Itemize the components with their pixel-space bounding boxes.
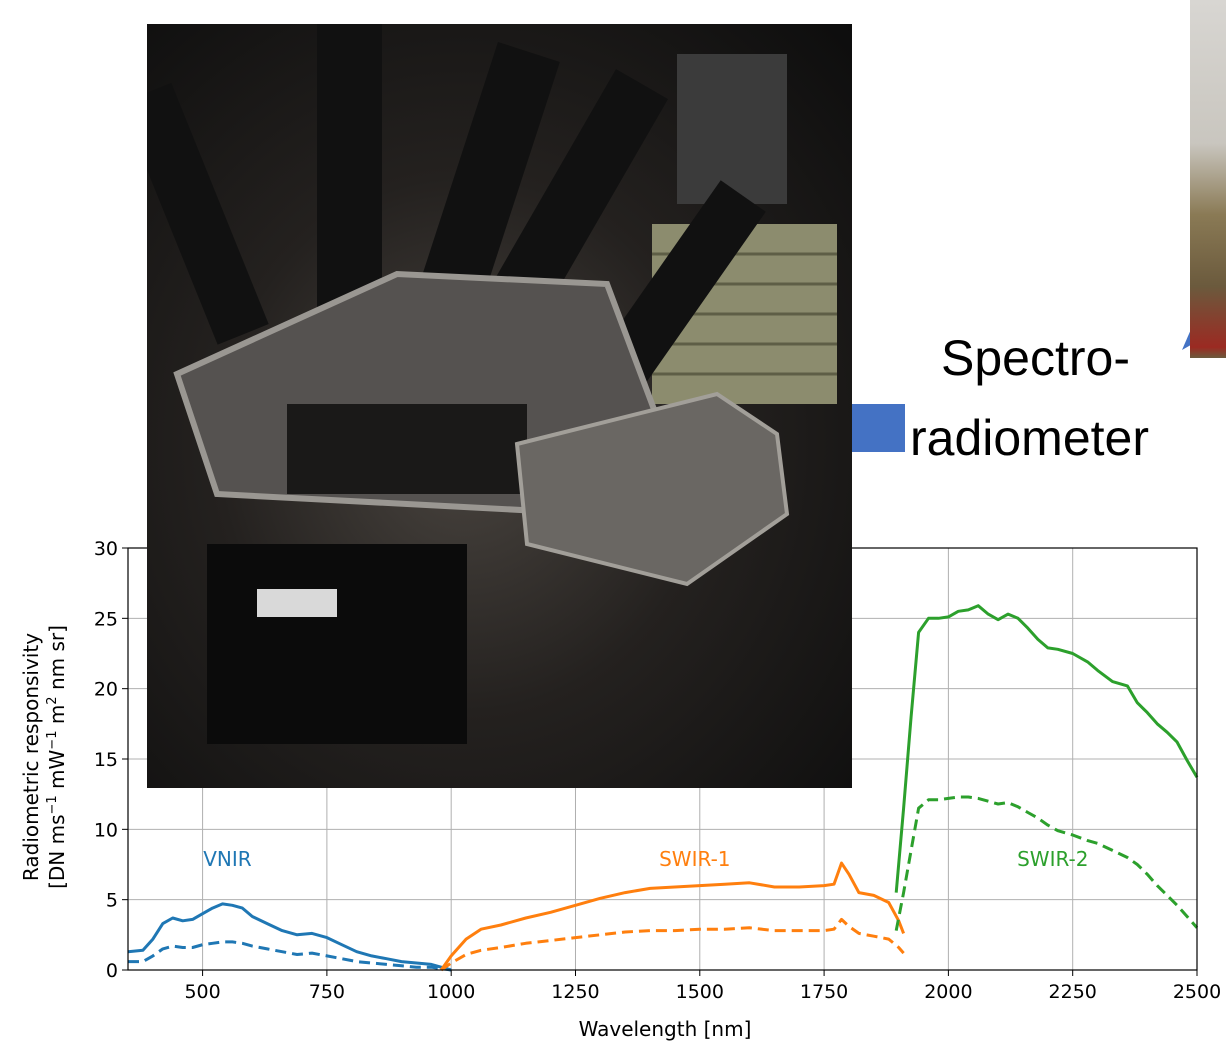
unit-part-a: [DN ms	[45, 814, 69, 888]
x-tick-label: 500	[184, 981, 220, 1003]
base-plate	[207, 544, 467, 744]
x-tick-label: 2500	[1173, 981, 1221, 1003]
y-tick-label: 10	[94, 819, 118, 841]
series-swir-1-solid	[439, 861, 905, 971]
unit-sup-a: −1	[45, 795, 60, 814]
x-tick-label: 2250	[1049, 981, 1097, 1003]
field-photo-partial	[1190, 0, 1226, 358]
series-swir-2-dashed	[894, 795, 1199, 931]
series-swir-2-solid	[894, 604, 1199, 893]
axis-ticks: 500 750 1000 1250 1500 1750 2000 2250 2500 0 5 10 15…	[94, 538, 1221, 1003]
y-tick-label: 15	[94, 749, 118, 771]
y-tick-label: 5	[106, 890, 118, 912]
series-vnir-dashed	[128, 940, 452, 972]
x-tick-label: 2000	[924, 981, 972, 1003]
x-tick-label: 750	[309, 981, 345, 1003]
unit-part-c: m	[45, 705, 69, 731]
shelf-box	[677, 54, 787, 204]
x-tick-label: 1750	[800, 981, 848, 1003]
x-axis-label: Wavelength [nm]	[579, 1017, 752, 1041]
unit-sup-c: 2	[45, 696, 60, 704]
y-tick-label: 20	[94, 679, 118, 701]
band-annotations: VNIR SWIR-1 SWIR-2	[203, 847, 1088, 871]
callout-label-line1: Spectro-	[941, 330, 1130, 386]
unit-part-b: mW	[45, 749, 69, 795]
y-axis-label-units: [DN ms−1 mW−1 m2 nm sr]	[45, 625, 69, 889]
label-sticker	[257, 589, 337, 617]
unit-sup-b: −1	[45, 731, 60, 750]
frame-inner	[287, 404, 527, 494]
band-label-vnir: VNIR	[203, 847, 252, 871]
callout-label-line2: radiometer	[910, 410, 1149, 466]
series-swir-1-dashed	[440, 917, 905, 972]
y-tick-label: 0	[106, 960, 118, 982]
band-label-swir-2: SWIR-2	[1017, 847, 1088, 871]
band-label-swir-1: SWIR-1	[659, 847, 730, 871]
series-vnir-solid	[127, 902, 452, 972]
x-tick-label: 1500	[676, 981, 724, 1003]
photo-content	[147, 24, 837, 744]
x-tick-label: 1000	[427, 981, 475, 1003]
spectroradiometer-box	[514, 391, 790, 587]
y-tick-label: 30	[94, 538, 118, 560]
goniometer-setup-photo	[147, 24, 852, 788]
y-tick-label: 25	[94, 608, 118, 630]
data-series	[127, 604, 1199, 972]
unit-part-d: nm sr]	[45, 625, 69, 696]
y-axis-label: Radiometric responsivity	[19, 633, 43, 881]
x-tick-label: 1250	[551, 981, 599, 1003]
